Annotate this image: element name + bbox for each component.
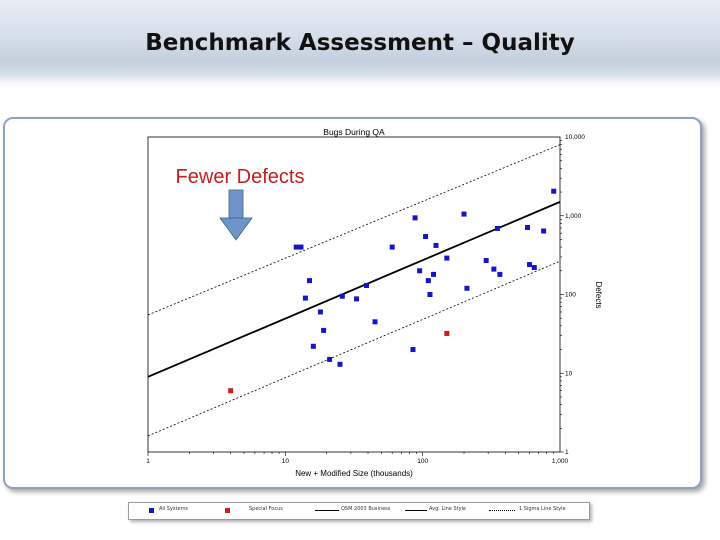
y-tick-label: 10 xyxy=(565,370,573,377)
legend-item-all-systems: All Systems xyxy=(159,506,189,512)
point-all-systems xyxy=(497,271,503,277)
point-all-systems xyxy=(444,255,450,261)
point-all-systems xyxy=(494,225,500,231)
point-all-systems xyxy=(410,347,416,353)
x-tick-label: 1 xyxy=(146,458,150,465)
point-all-systems xyxy=(551,188,557,194)
point-all-systems xyxy=(337,361,343,367)
chart-frame xyxy=(3,117,702,489)
solid-line-icon xyxy=(315,510,339,511)
point-all-systems xyxy=(464,285,470,291)
point-all-systems xyxy=(372,319,378,325)
point-all-systems xyxy=(321,327,327,333)
point-all-systems xyxy=(339,293,345,299)
point-special-focus xyxy=(444,330,450,336)
y-tick-label: 1 xyxy=(565,449,569,456)
point-all-systems xyxy=(307,278,313,284)
point-all-systems xyxy=(541,228,547,234)
point-all-systems xyxy=(431,271,437,277)
legend-item-special-focus: Special Focus xyxy=(249,506,283,512)
y-tick-label: 100 xyxy=(565,292,576,299)
special-focus-marker-icon xyxy=(225,508,230,513)
trend-line xyxy=(147,201,561,378)
chart-title: Bugs During QA xyxy=(323,127,385,137)
legend-item-sigma-line: 1 Sigma Line Style xyxy=(519,506,566,512)
point-all-systems xyxy=(364,283,370,289)
point-all-systems xyxy=(531,265,537,271)
point-all-systems xyxy=(327,356,333,362)
fewer-defects-callout: Fewer Defects xyxy=(176,166,305,188)
avg-line-icon xyxy=(405,510,427,511)
slide-title: Benchmark Assessment – Quality xyxy=(145,30,575,56)
point-all-systems xyxy=(461,211,467,217)
down-arrow-icon xyxy=(219,189,253,241)
y-axis-label: Defects xyxy=(594,281,603,308)
point-all-systems xyxy=(423,234,429,240)
point-special-focus xyxy=(228,388,234,394)
point-all-systems xyxy=(491,266,497,272)
point-all-systems xyxy=(433,242,439,248)
y-tick-label: 10,000 xyxy=(565,134,585,141)
point-all-systems xyxy=(298,244,304,250)
point-all-systems xyxy=(525,224,531,230)
point-all-systems xyxy=(417,268,423,274)
title-banner xyxy=(0,0,720,88)
point-all-systems xyxy=(425,278,431,284)
x-tick-label: 1,000 xyxy=(552,458,569,465)
point-all-systems xyxy=(389,244,395,250)
point-all-systems xyxy=(527,262,533,268)
x-tick-label: 100 xyxy=(417,458,428,465)
y-tick-label: 1,000 xyxy=(565,213,582,220)
point-all-systems xyxy=(293,244,299,250)
chart-legend: All Systems Special Focus QSM 2003 Busin… xyxy=(128,502,590,520)
point-all-systems xyxy=(483,258,489,264)
point-all-systems xyxy=(412,215,418,221)
point-all-systems xyxy=(302,295,308,301)
legend-item-avg-line: Avg. Line Style xyxy=(429,506,467,512)
sigma-line xyxy=(147,260,561,437)
legend-item-qsm-2003: QSM 2003 Business xyxy=(341,506,391,512)
point-all-systems xyxy=(354,296,360,302)
x-axis-label: New + Modified Size (thousands) xyxy=(295,469,413,478)
x-tick-label: 10 xyxy=(282,458,290,465)
point-all-systems xyxy=(427,292,433,297)
all-systems-marker-icon xyxy=(149,508,154,513)
point-all-systems xyxy=(317,309,323,315)
sigma-line-icon xyxy=(489,510,515,511)
point-all-systems xyxy=(310,343,316,349)
